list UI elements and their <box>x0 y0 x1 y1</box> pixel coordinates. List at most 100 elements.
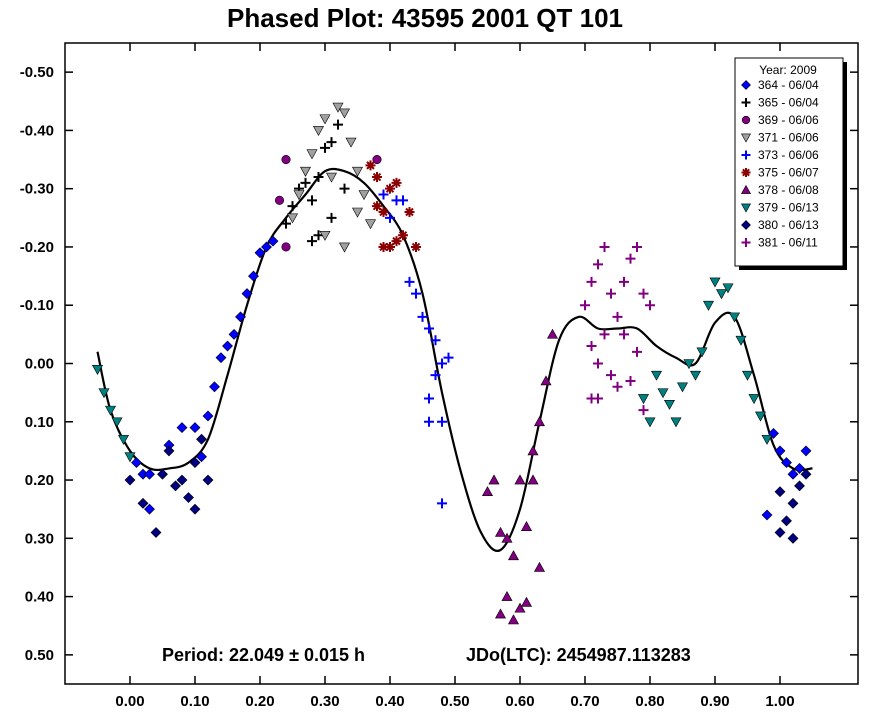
legend-label: 365 - 06/04 <box>758 96 819 110</box>
data-point <box>104 405 117 416</box>
x-tick-label: 1.00 <box>765 693 794 710</box>
data-point <box>183 492 194 503</box>
data-point <box>372 172 382 183</box>
data-point <box>189 422 201 434</box>
data-point <box>430 335 441 346</box>
data-point <box>306 149 318 160</box>
data-point <box>91 365 104 375</box>
x-tick-label: 0.10 <box>180 693 209 710</box>
x-tick-label: 0.80 <box>635 693 664 710</box>
data-point <box>351 207 364 218</box>
data-point <box>391 177 402 188</box>
data-point <box>333 119 343 130</box>
data-point <box>507 614 520 625</box>
series-369 <box>274 154 382 252</box>
data-point <box>650 370 663 381</box>
data-point <box>307 236 317 247</box>
legend-marker <box>741 98 751 107</box>
data-point <box>501 590 513 601</box>
y-tick-label: 0.50 <box>25 647 54 664</box>
series-365 <box>281 119 350 247</box>
legend-entry: 379 - 06/13 <box>740 201 819 215</box>
series-378 <box>481 328 559 625</box>
data-point <box>514 602 526 613</box>
series-379 <box>91 277 773 463</box>
data-point <box>625 253 636 264</box>
legend-entries: 364 - 06/04 365 - 06/04 369 - 06/06 371 - 0… <box>740 78 819 250</box>
data-point <box>281 242 291 252</box>
data-point <box>372 201 382 212</box>
data-point <box>378 241 389 252</box>
data-point <box>144 503 155 515</box>
data-point <box>619 276 629 287</box>
data-point <box>638 288 649 299</box>
legend-marker <box>740 133 752 143</box>
data-point <box>365 160 376 171</box>
data-point <box>267 235 279 247</box>
data-point <box>398 230 408 241</box>
data-point <box>215 352 227 364</box>
data-point <box>411 241 421 252</box>
data-point <box>313 172 324 183</box>
data-point <box>800 445 812 457</box>
data-point <box>319 231 331 241</box>
data-point <box>787 468 799 480</box>
legend-box <box>734 57 844 267</box>
data-point <box>312 126 325 137</box>
data-point <box>800 468 812 480</box>
data-point <box>593 358 603 369</box>
data-point <box>293 190 305 201</box>
data-point <box>235 311 246 323</box>
data-point <box>645 300 655 311</box>
y-tick-label: -0.50 <box>20 64 54 81</box>
data-point <box>241 288 253 299</box>
data-point <box>299 166 312 177</box>
x-tick-label: 0.60 <box>505 693 534 710</box>
data-point <box>546 328 559 339</box>
data-point <box>307 195 317 206</box>
legend-entry: 371 - 06/06 <box>740 131 819 145</box>
y-tick-label: 0.00 <box>25 356 54 373</box>
legend-marker <box>741 220 751 230</box>
data-point <box>189 457 201 468</box>
data-point <box>326 212 337 223</box>
data-point <box>781 515 792 527</box>
y-tick-label: -0.30 <box>20 181 54 198</box>
legend-marker <box>741 115 751 125</box>
data-point <box>248 270 259 282</box>
data-point <box>326 137 337 148</box>
data-point <box>761 509 773 521</box>
data-point <box>507 550 520 561</box>
legend-label: 381 - 06/11 <box>758 236 818 250</box>
data-point <box>424 323 434 334</box>
data-point <box>209 381 220 393</box>
data-point <box>281 154 291 165</box>
series-375 <box>365 160 421 252</box>
data-point <box>709 277 721 288</box>
y-tick-label: 0.40 <box>25 589 54 606</box>
data-point <box>781 457 792 468</box>
jdo-annotation: JDo(LTC): 2454987.113283 <box>466 645 691 665</box>
x-tick-label: 0.70 <box>570 693 599 710</box>
data-point <box>644 417 656 428</box>
data-point <box>488 474 500 485</box>
data-point <box>728 312 741 323</box>
data-points <box>91 102 812 625</box>
data-point <box>378 189 389 200</box>
data-point <box>761 434 773 445</box>
data-point <box>787 532 799 544</box>
data-point <box>514 474 526 485</box>
data-point <box>632 346 642 357</box>
legend-title: Year: 2009 <box>759 63 817 77</box>
data-point <box>254 247 266 259</box>
data-point <box>735 335 747 346</box>
legend-entry: 381 - 06/11 <box>741 236 818 250</box>
data-point <box>774 445 786 457</box>
data-point <box>261 241 272 253</box>
data-point <box>638 405 649 416</box>
data-point <box>754 411 767 422</box>
data-point <box>599 241 610 252</box>
data-point <box>637 394 650 405</box>
data-point <box>533 561 546 572</box>
data-point <box>774 527 786 538</box>
